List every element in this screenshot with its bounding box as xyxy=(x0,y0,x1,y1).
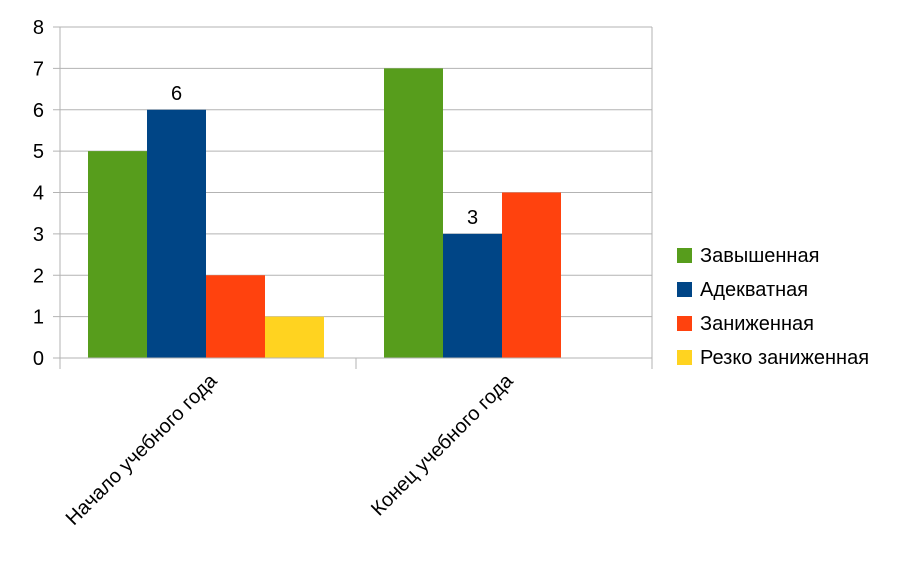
bar xyxy=(502,192,561,358)
bar xyxy=(88,151,147,358)
y-tick-label: 4 xyxy=(33,183,44,205)
legend-label: Завышенная xyxy=(700,245,819,267)
x-category-label: Конец учебного года xyxy=(367,369,518,520)
legend: Завышенная Адекватная Заниженная Резко зани… xyxy=(677,245,869,369)
legend-label: Резко заниженная xyxy=(700,347,869,369)
y-tick-label: 7 xyxy=(33,58,44,80)
y-tick-labels: 0 1 2 3 4 5 6 7 8 xyxy=(33,17,44,370)
y-tick-label: 3 xyxy=(33,224,44,246)
y-tick-label: 8 xyxy=(33,17,44,39)
legend-swatch xyxy=(677,282,692,297)
legend-swatch xyxy=(677,350,692,365)
axes xyxy=(53,26,653,369)
y-tick-label: 2 xyxy=(33,265,44,287)
y-tick-label: 0 xyxy=(33,348,44,370)
data-label: 6 xyxy=(171,83,182,105)
y-tick-label: 6 xyxy=(33,100,44,122)
x-category-label: Начало учебного года xyxy=(62,369,222,529)
data-labels: 63 xyxy=(171,83,478,229)
y-tick-label: 5 xyxy=(33,141,44,163)
bar xyxy=(265,316,324,358)
data-label: 3 xyxy=(467,207,478,229)
legend-swatch xyxy=(677,248,692,263)
legend-label: Заниженная xyxy=(700,313,814,335)
bar xyxy=(384,68,443,358)
bar xyxy=(443,233,502,358)
legend-label: Адекватная xyxy=(700,279,808,301)
bars xyxy=(88,68,561,358)
y-tick-label: 1 xyxy=(33,307,44,329)
legend-swatch xyxy=(677,316,692,331)
bar xyxy=(206,275,265,358)
x-category-labels: Начало учебного года Конец учебного года xyxy=(62,369,518,529)
bar xyxy=(147,109,206,358)
